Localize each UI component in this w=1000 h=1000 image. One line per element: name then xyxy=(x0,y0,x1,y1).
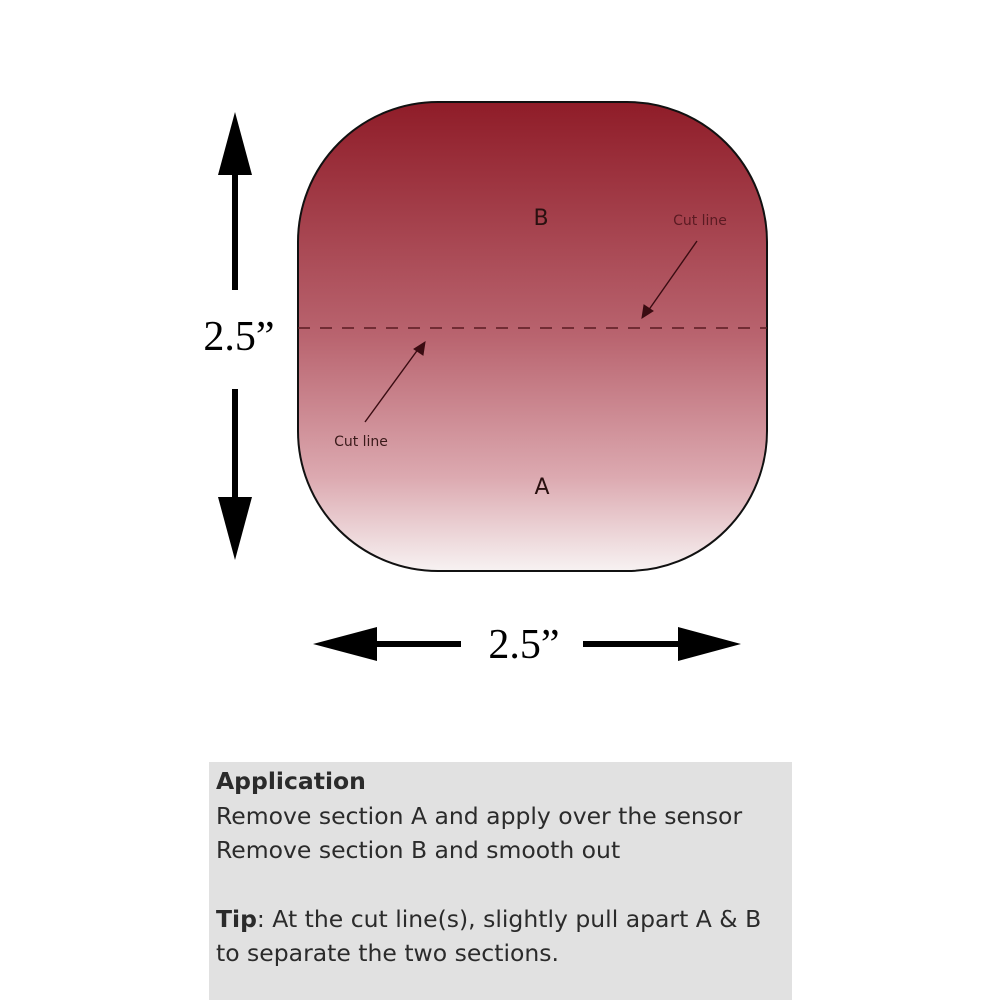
instruction-line: Remove section A and apply over the sens… xyxy=(216,801,743,830)
instruction-line: Remove section B and smooth out xyxy=(216,836,621,864)
width-label: 2.5” xyxy=(488,622,559,668)
tip-body: : At the cut line(s), slightly pull apar… xyxy=(216,904,762,968)
tip-label: Tip xyxy=(216,904,257,933)
section-a-label: A xyxy=(534,475,549,500)
cut-line-label-left: Cut line xyxy=(334,434,388,450)
patch-shape xyxy=(297,101,768,572)
cut-line-label-right: Cut line xyxy=(673,213,727,229)
arrow-right-pointer xyxy=(641,240,698,320)
application-title: Application xyxy=(216,767,366,795)
height-label: 2.5” xyxy=(203,314,274,360)
section-b-label: B xyxy=(533,206,548,231)
height-arrow-icon xyxy=(218,112,252,560)
application-instructions: Application Remove section A and apply o… xyxy=(209,762,792,1000)
tip-text: Tip: At the cut line(s), slightly pull a… xyxy=(216,902,792,971)
arrow-left-pointer xyxy=(364,340,426,423)
width-arrow-icon xyxy=(313,627,741,661)
patch-diagram: B A Cut line Cut line 2.5” 2.5” xyxy=(203,101,768,668)
